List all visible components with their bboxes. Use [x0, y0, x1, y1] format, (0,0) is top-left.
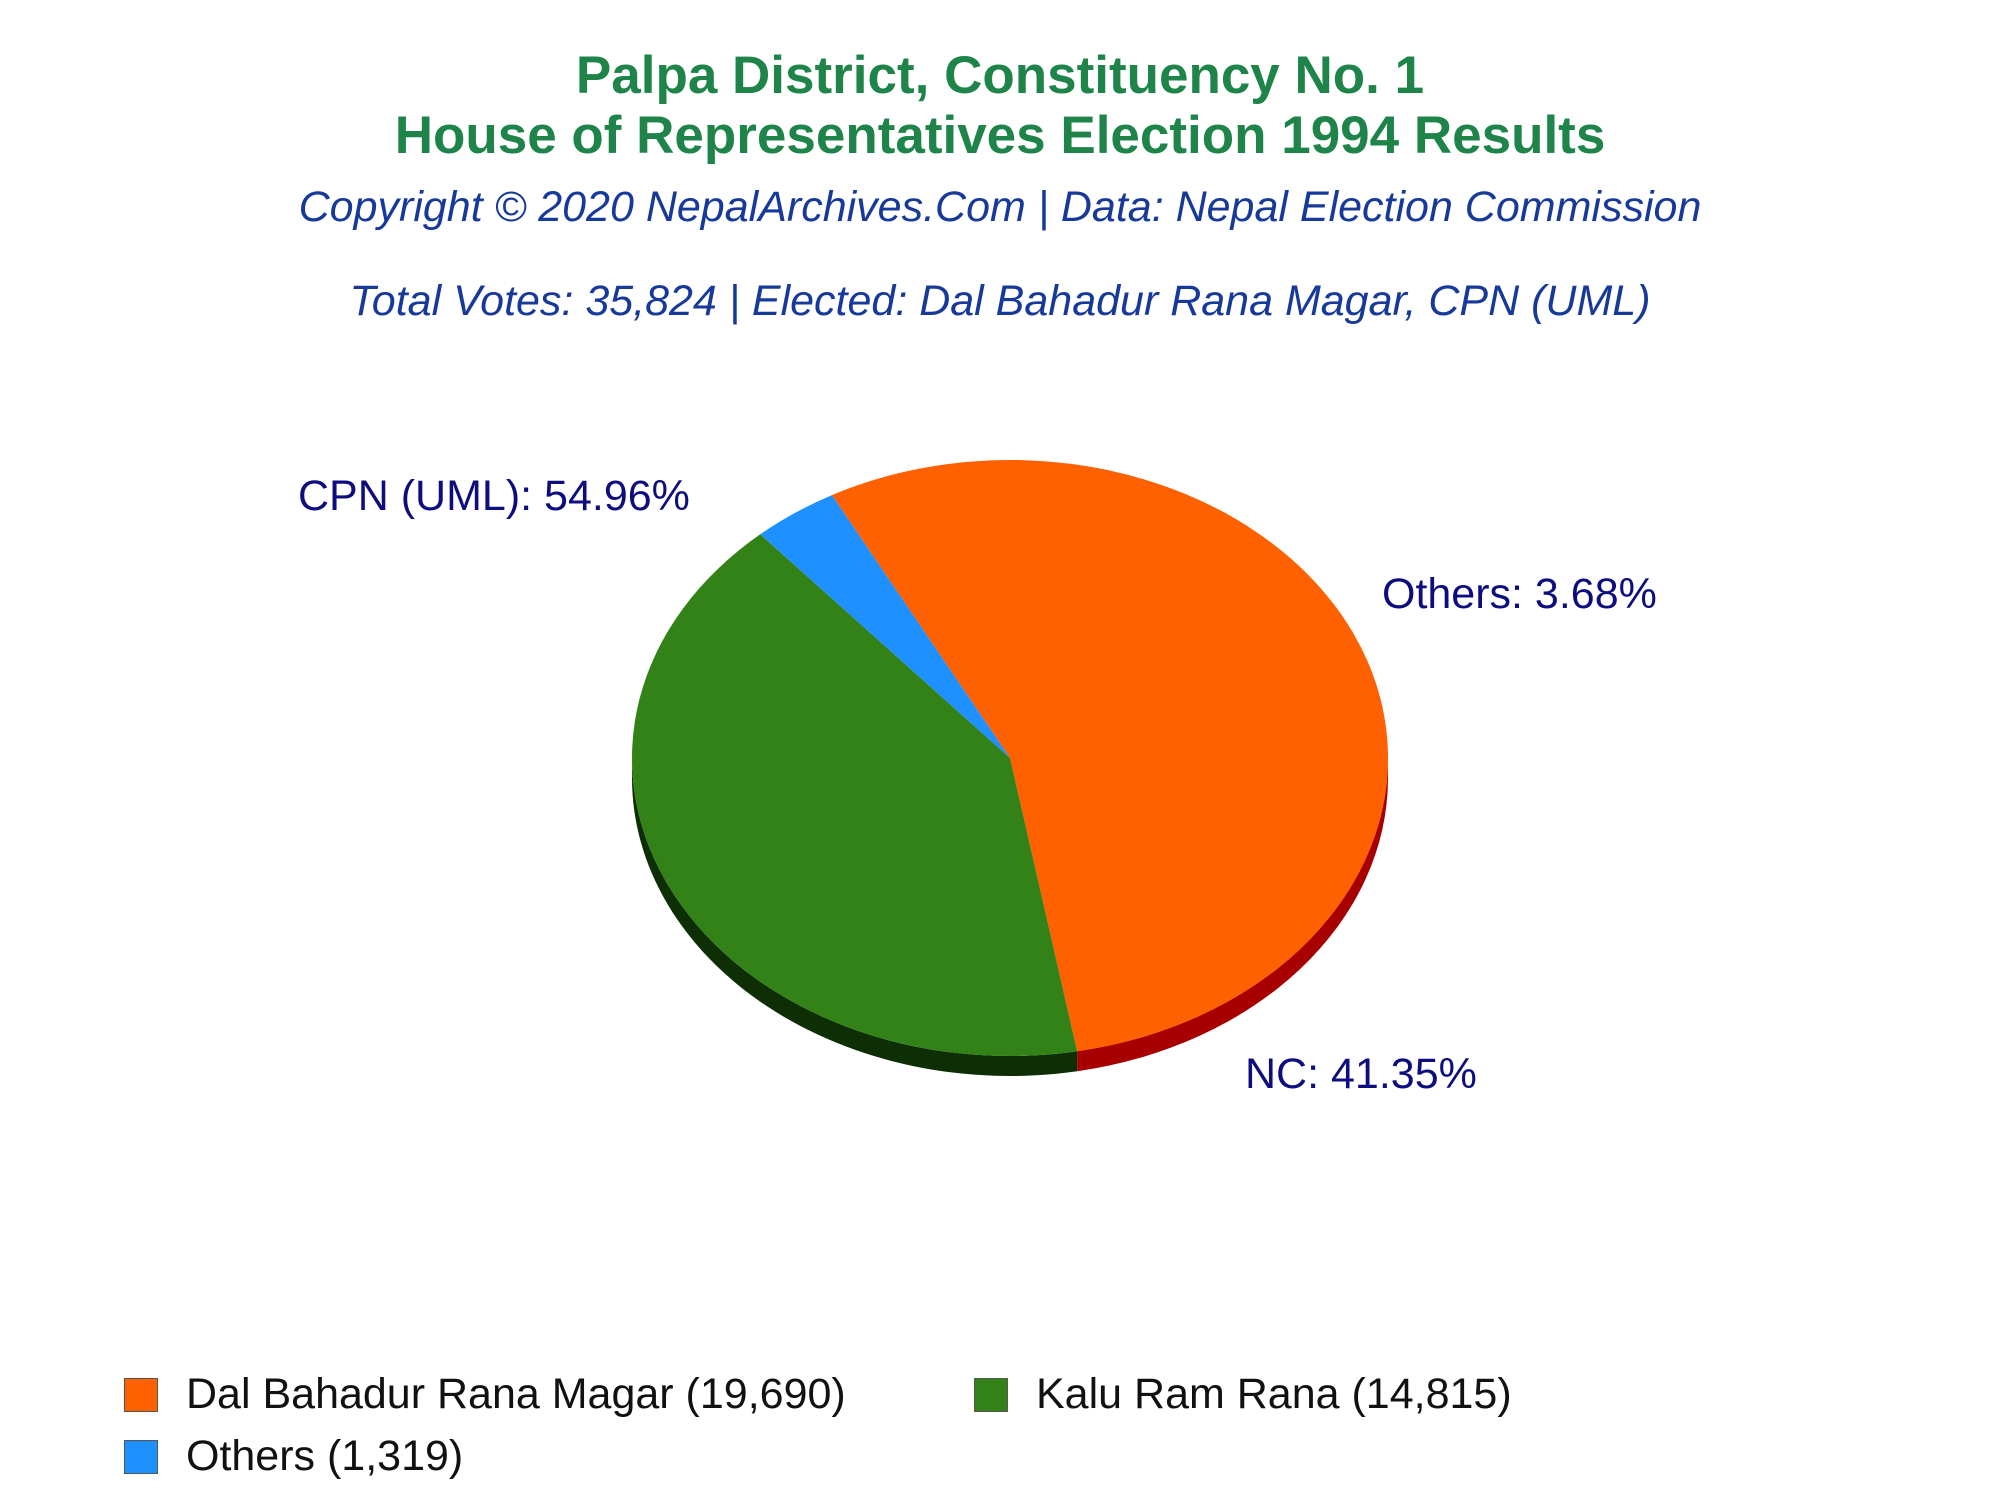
pie-slices — [632, 459, 1389, 1056]
pie-slice-1[interactable] — [632, 534, 1078, 1056]
legend-label-1: Kalu Ram Rana (14,815) — [1036, 1370, 1512, 1418]
summary-text: Total Votes: 35,824 | Elected: Dal Bahad… — [349, 277, 1651, 325]
slice-label-2: Others: 3.68% — [1382, 570, 1657, 618]
pie-3d-sides — [632, 758, 1388, 1076]
legend-swatch-2 — [124, 1439, 158, 1474]
legend-swatch-1 — [974, 1377, 1008, 1412]
chart-subtitle: House of Representatives Election 1994 R… — [394, 106, 1606, 165]
legend-swatch-0 — [124, 1377, 158, 1412]
pie-slice-2[interactable] — [760, 495, 1010, 758]
pie-slice-0[interactable] — [831, 459, 1389, 1052]
slice-label-1: NC: 41.35% — [1245, 1050, 1477, 1098]
legend-item-0: Dal Bahadur Rana Magar (19,690) — [124, 1370, 846, 1419]
copyright-text: Copyright © 2020 NepalArchives.Com | Dat… — [298, 183, 1702, 231]
slice-label-0: CPN (UML): 54.96% — [298, 472, 690, 520]
chart-title: Palpa District, Constituency No. 1 — [575, 46, 1425, 105]
legend-item-1: Kalu Ram Rana (14,815) — [974, 1370, 1512, 1419]
legend-label-0: Dal Bahadur Rana Magar (19,690) — [186, 1370, 846, 1418]
pie-side-0 — [1077, 758, 1388, 1072]
legend-label-2: Others (1,319) — [186, 1432, 464, 1480]
legend-item-2: Others (1,319) — [124, 1432, 463, 1481]
slice-labels: CPN (UML): 54.96% NC: 41.35% Others: 3.68% — [298, 472, 1657, 1098]
